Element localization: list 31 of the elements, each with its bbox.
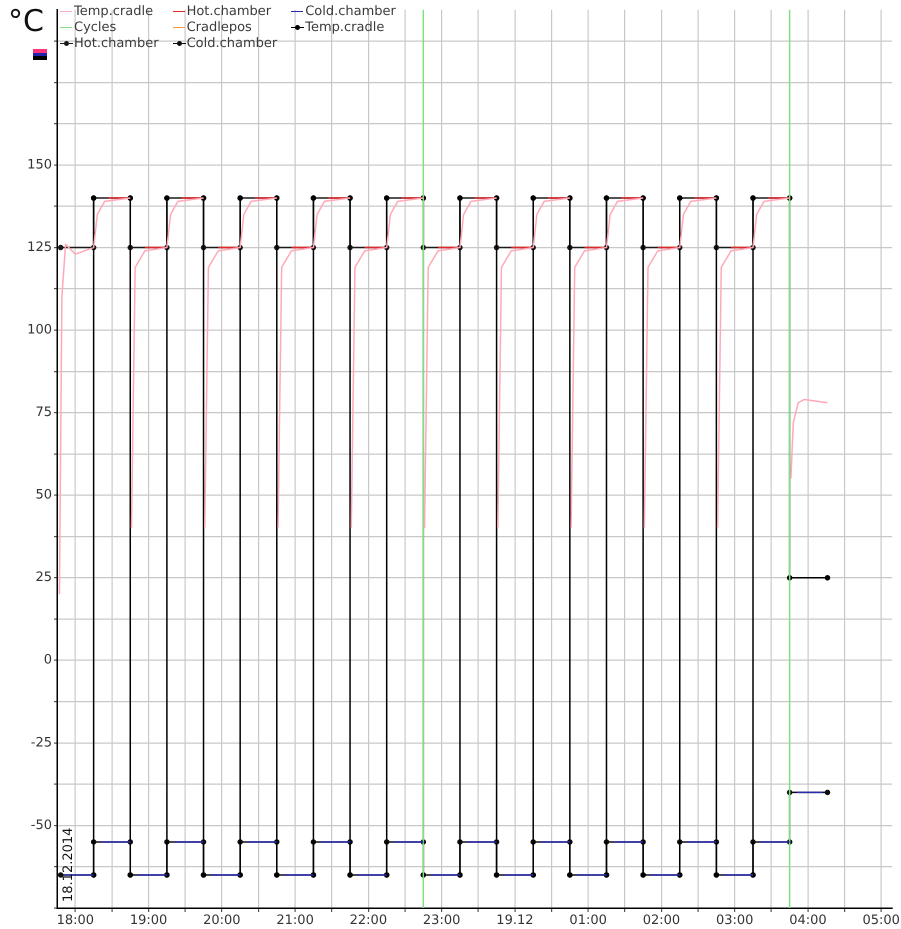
x-tick-label: 03:00 xyxy=(716,913,754,928)
legend-label: Cycles xyxy=(74,20,116,35)
legend-label: Hot.chamber xyxy=(74,36,159,51)
y-tick-label: 150 xyxy=(27,157,52,172)
y-tick-label: -25 xyxy=(30,735,52,750)
x-tick-label: 21:00 xyxy=(276,913,314,928)
y-tick-label: 75 xyxy=(35,405,52,420)
annotation: 18.12.2014 xyxy=(61,828,76,902)
y-tick-label: 50 xyxy=(35,488,52,503)
x-tick-label: 23:00 xyxy=(422,913,460,928)
x-tick-label: 18:00 xyxy=(56,913,94,928)
y-tick-label: 25 xyxy=(35,570,52,586)
legend-label: Cold.chamber xyxy=(186,36,278,51)
y-tick-label: 100 xyxy=(27,322,52,338)
x-tick-label: 22:00 xyxy=(350,913,388,928)
legend-label: Hot.chamber xyxy=(186,4,272,19)
y-axis-title: °C xyxy=(8,4,44,39)
legend-label: Cold.chamber xyxy=(305,4,396,19)
x-tick-label: 05:00 xyxy=(862,913,900,928)
x-tick-label: 01:00 xyxy=(569,913,607,928)
y-tick-label: 0 xyxy=(44,652,52,668)
x-tick-label: 02:00 xyxy=(642,913,680,928)
x-tick-label: 20:00 xyxy=(203,913,241,928)
x-tick-label: 04:00 xyxy=(789,913,827,928)
y-tick-label: -50 xyxy=(30,818,52,833)
legend-label: Cradlepos xyxy=(186,20,252,35)
legend-label: Temp.cradle xyxy=(305,20,384,35)
y-tick-label: 125 xyxy=(27,240,52,255)
x-tick-label: 19.12 xyxy=(496,913,534,928)
x-tick-label: 19:00 xyxy=(130,913,168,928)
legend-label: Temp.cradle xyxy=(74,4,154,19)
